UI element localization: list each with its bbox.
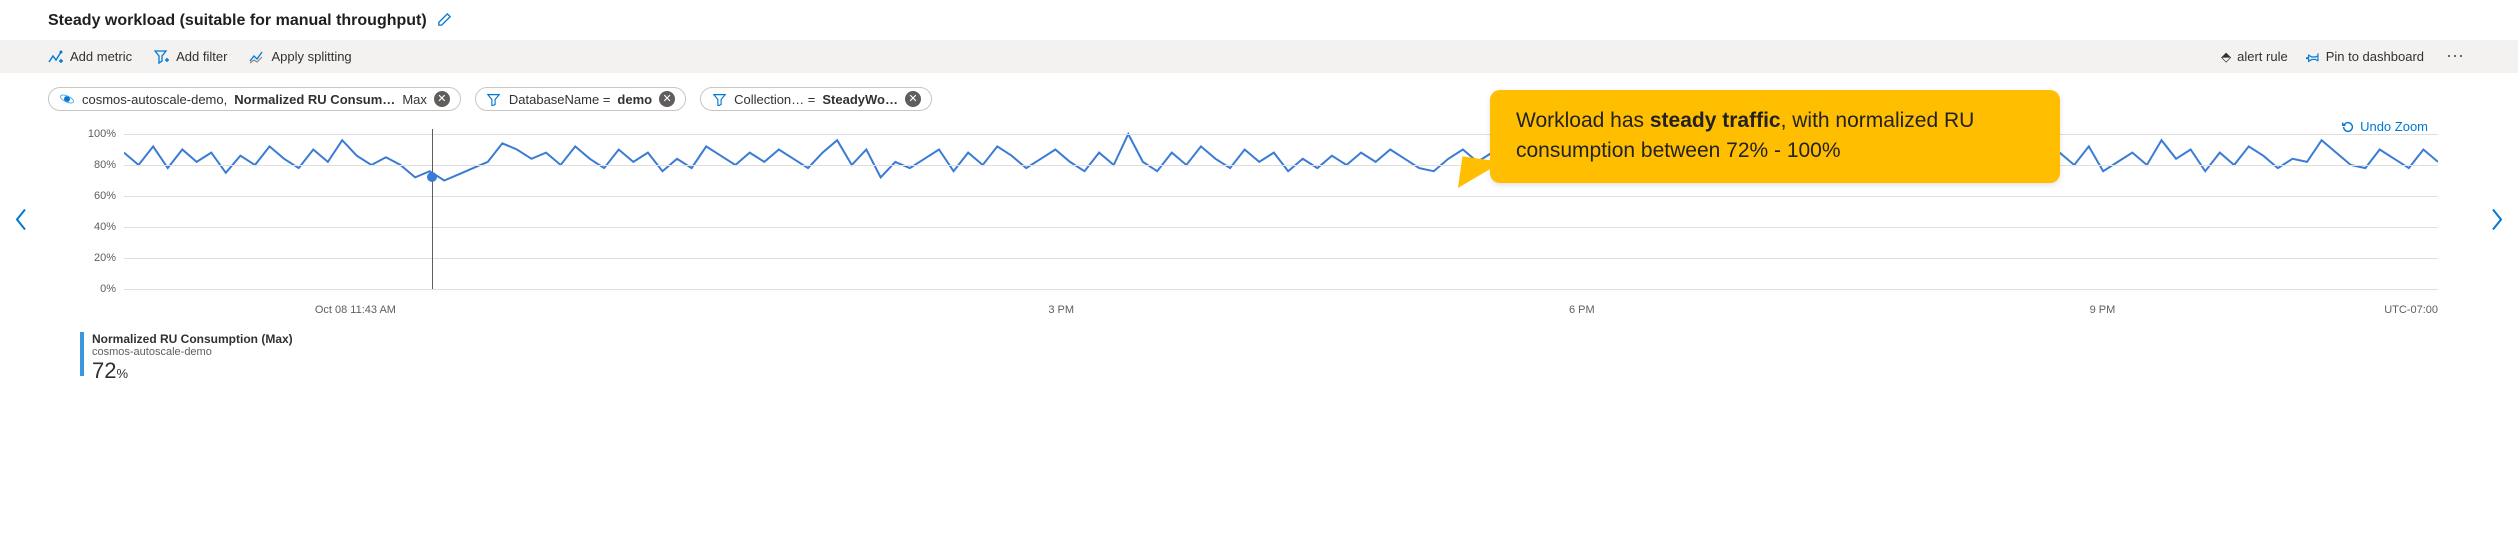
pin-dashboard-label: Pin to dashboard [2326,49,2424,64]
y-tick-label: 80% [94,159,116,171]
filter-icon [486,91,502,107]
legend-value: 72% [92,358,293,384]
remove-db-chip-icon[interactable]: ✕ [659,91,675,107]
apply-splitting-button[interactable]: Apply splitting [249,49,351,65]
filter-chips-row: cosmos-autoscale-demo, Normalized RU Con… [0,73,2518,119]
db-label-text: DatabaseName = [509,92,611,107]
y-tick-label: 0% [100,283,116,295]
chart-nav-left-icon[interactable] [14,207,28,238]
pin-dashboard-button[interactable]: Pin to dashboard [2306,49,2424,64]
chart-toolbar: Add metric Add filter Apply splitting ⬘ … [0,40,2518,73]
y-tick-label: 100% [88,128,116,140]
x-tick-label: 6 PM [1569,304,1595,316]
y-tick-label: 40% [94,221,116,233]
apply-splitting-label: Apply splitting [271,49,351,64]
callout-bold: steady traffic [1650,109,1781,132]
add-metric-button[interactable]: Add metric [48,49,132,65]
filter-icon [711,91,727,107]
coll-label-text: Collection… = [734,92,815,107]
alert-rule-button[interactable]: ⬘ alert rule [2221,49,2288,65]
callout-prefix: Workload has [1516,109,1650,132]
metric-name-text: Normalized RU Consum… [234,92,395,107]
plot-surface [124,129,2438,304]
chart-nav-right-icon[interactable] [2490,207,2504,238]
legend-subtitle: cosmos-autoscale-demo [92,346,293,358]
legend-color-bar [80,332,84,376]
x-axis: Oct 08 11:43 AM 3 PM 6 PM 9 PM UTC-07:00 [124,304,2438,326]
remove-coll-chip-icon[interactable]: ✕ [905,91,921,107]
cosmos-icon [59,91,75,107]
add-metric-label: Add metric [70,49,132,64]
x-tick-label: 3 PM [1048,304,1074,316]
metric-resource-text: cosmos-autoscale-demo, [82,92,227,107]
x-tick-label: Oct 08 11:43 AM [315,304,396,316]
add-filter-button[interactable]: Add filter [154,49,227,65]
y-tick-label: 20% [94,252,116,264]
remove-metric-chip-icon[interactable]: ✕ [434,91,450,107]
y-tick-label: 60% [94,190,116,202]
more-options-icon[interactable]: ⋯ [2442,46,2470,67]
chart-legend: Normalized RU Consumption (Max) cosmos-a… [0,326,2518,384]
annotation-callout: Workload has steady traffic, with normal… [1490,90,2060,183]
legend-title: Normalized RU Consumption (Max) [92,332,293,346]
metric-chip[interactable]: cosmos-autoscale-demo, Normalized RU Con… [48,87,461,111]
database-filter-chip[interactable]: DatabaseName = demo ✕ [475,87,686,111]
chart-title: Steady workload (suitable for manual thr… [48,12,427,30]
x-tick-label: 9 PM [2090,304,2116,316]
db-value-text: demo [617,92,652,107]
alert-rule-label: alert rule [2237,49,2288,64]
y-axis: 100%80%60%40%20%0% [80,129,120,284]
add-filter-label: Add filter [176,49,227,64]
coll-value-text: SteadyWo… [822,92,898,107]
collection-filter-chip[interactable]: Collection… = SteadyWo… ✕ [700,87,932,111]
edit-title-icon[interactable] [437,12,452,30]
chart-plot-area[interactable]: 100% 80% 60% 40% 20% 0% [80,129,2438,304]
timezone-label: UTC-07:00 [2384,304,2438,316]
metric-agg-text: Max [402,92,427,107]
